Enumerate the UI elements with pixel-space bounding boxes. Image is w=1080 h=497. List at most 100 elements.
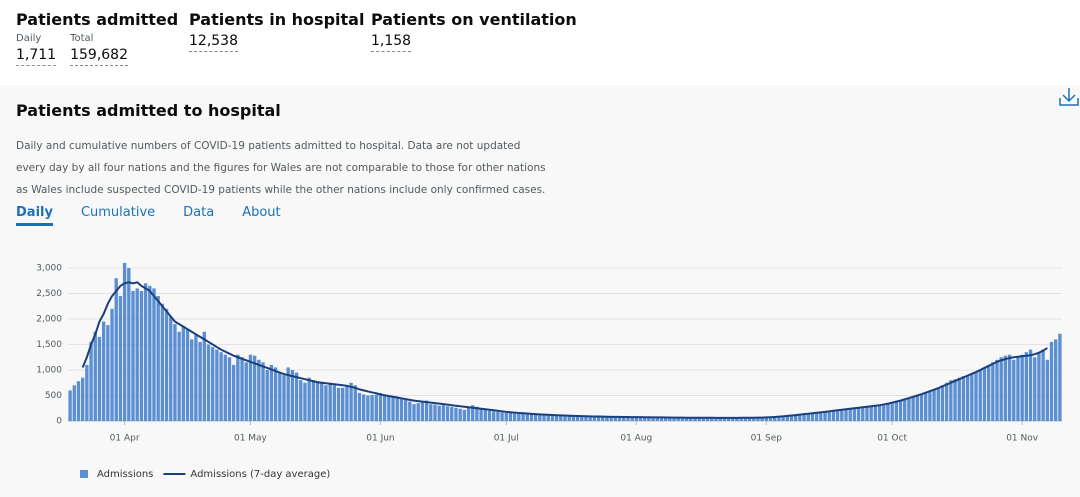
bar [1041, 349, 1045, 421]
download-icon[interactable] [1058, 86, 1079, 107]
bar [676, 417, 680, 421]
tab[interactable]: Cumulative [80, 205, 156, 220]
bar [1020, 354, 1024, 421]
bar [999, 357, 1003, 421]
bar [496, 411, 500, 421]
bar [684, 417, 689, 421]
bar [1054, 339, 1058, 421]
x-tick-label: 01 Jul [494, 434, 519, 444]
bar [252, 355, 257, 421]
bar [907, 398, 911, 421]
bar [919, 394, 924, 421]
bar [567, 415, 571, 421]
bar [101, 321, 106, 421]
line [81, 281, 1048, 419]
bar [944, 382, 949, 421]
bar [768, 416, 773, 421]
bar [223, 354, 227, 421]
bar [668, 417, 672, 421]
bar [714, 417, 718, 421]
x-tick-label: 01 Nov [1006, 434, 1039, 444]
bar [550, 415, 555, 421]
bar [814, 412, 819, 421]
bar [638, 417, 643, 421]
bar [596, 416, 601, 421]
bar [647, 417, 651, 421]
bar [261, 362, 265, 421]
bar [613, 416, 618, 421]
bar [311, 380, 316, 421]
bar [894, 401, 899, 421]
bar [601, 416, 605, 421]
bar [655, 417, 659, 421]
bar [1049, 341, 1054, 421]
bar [957, 377, 961, 421]
bar [819, 411, 823, 421]
tab[interactable]: About [242, 205, 281, 220]
bar [760, 417, 764, 421]
bar [869, 406, 873, 421]
stat-value[interactable]: 1,711 [16, 47, 57, 66]
bar [542, 414, 546, 421]
tab[interactable]: Daily [16, 205, 53, 226]
bar [932, 389, 936, 421]
bar [420, 402, 425, 421]
bar [773, 416, 777, 421]
bar [479, 408, 483, 421]
bar [206, 344, 211, 421]
bar [265, 370, 269, 421]
bar [1028, 349, 1033, 421]
bar [701, 417, 706, 421]
x-tick-label: 01 Jun [366, 434, 394, 444]
bar [1012, 359, 1016, 421]
bar [357, 392, 362, 421]
bar [575, 416, 580, 421]
bar [89, 341, 93, 421]
bar [110, 308, 114, 421]
bar [949, 380, 953, 421]
bar [341, 387, 345, 421]
bar [483, 409, 487, 421]
bar [605, 416, 609, 421]
bar [517, 413, 521, 421]
stat-value[interactable]: 12,538 [189, 33, 238, 52]
bar [856, 407, 861, 421]
bar [194, 334, 198, 421]
bar [584, 416, 588, 421]
bar [961, 376, 966, 421]
bar [395, 398, 399, 421]
tab[interactable]: Data [183, 205, 215, 220]
bar [991, 362, 995, 421]
bar [382, 395, 387, 421]
bar [273, 367, 278, 421]
bar [307, 377, 311, 421]
bar [592, 416, 597, 421]
bar [731, 417, 735, 421]
bar [886, 404, 890, 421]
legend-swatch [80, 470, 88, 478]
y-tick-label: 1,000 [36, 366, 62, 376]
bar [789, 415, 794, 421]
x-tick-label: 01 Aug [620, 434, 652, 444]
bar [965, 375, 970, 421]
bar [643, 417, 647, 421]
stat: Patients in hospital 12,538 [189, 10, 364, 52]
bar [1016, 357, 1020, 421]
stat-value[interactable]: 159,682 [70, 47, 128, 66]
bar [538, 414, 542, 421]
bar [781, 415, 785, 421]
bar [651, 417, 655, 421]
bar [588, 416, 592, 421]
bar [148, 285, 152, 421]
bar [244, 362, 248, 421]
bar [659, 417, 664, 421]
bar [185, 329, 190, 421]
stat-value[interactable]: 1,158 [371, 33, 412, 52]
bar [500, 412, 504, 421]
bar [240, 357, 244, 421]
x-tick-label: 01 Oct [877, 434, 907, 444]
bar [118, 296, 123, 421]
bar [164, 308, 169, 421]
